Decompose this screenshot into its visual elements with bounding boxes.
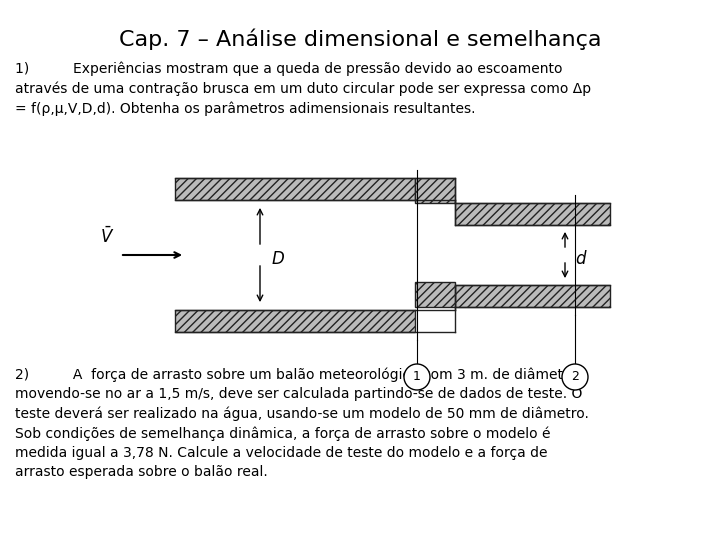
Text: 2)          A  força de arrasto sobre um balão meteorológico com 3 m. de diâmetr: 2) A força de arrasto sobre um balão met… <box>15 368 589 478</box>
Bar <box>455 285 610 307</box>
Text: 1)          Experiências mostram que a queda de pressão devido ao escoamento
atr: 1) Experiências mostram que a queda de p… <box>15 62 591 116</box>
Text: 1: 1 <box>413 370 421 383</box>
Bar <box>175 310 415 332</box>
Circle shape <box>562 364 588 390</box>
Text: d: d <box>575 250 585 268</box>
Bar <box>175 178 415 200</box>
Bar <box>415 282 455 307</box>
Text: Cap. 7 – Análise dimensional e semelhança: Cap. 7 – Análise dimensional e semelhanç… <box>119 28 601 50</box>
Text: D: D <box>272 250 284 268</box>
Circle shape <box>404 364 430 390</box>
Text: 2: 2 <box>571 370 579 383</box>
Bar <box>415 178 455 203</box>
Text: $\bar{V}$: $\bar{V}$ <box>100 227 114 247</box>
Bar <box>455 203 610 225</box>
